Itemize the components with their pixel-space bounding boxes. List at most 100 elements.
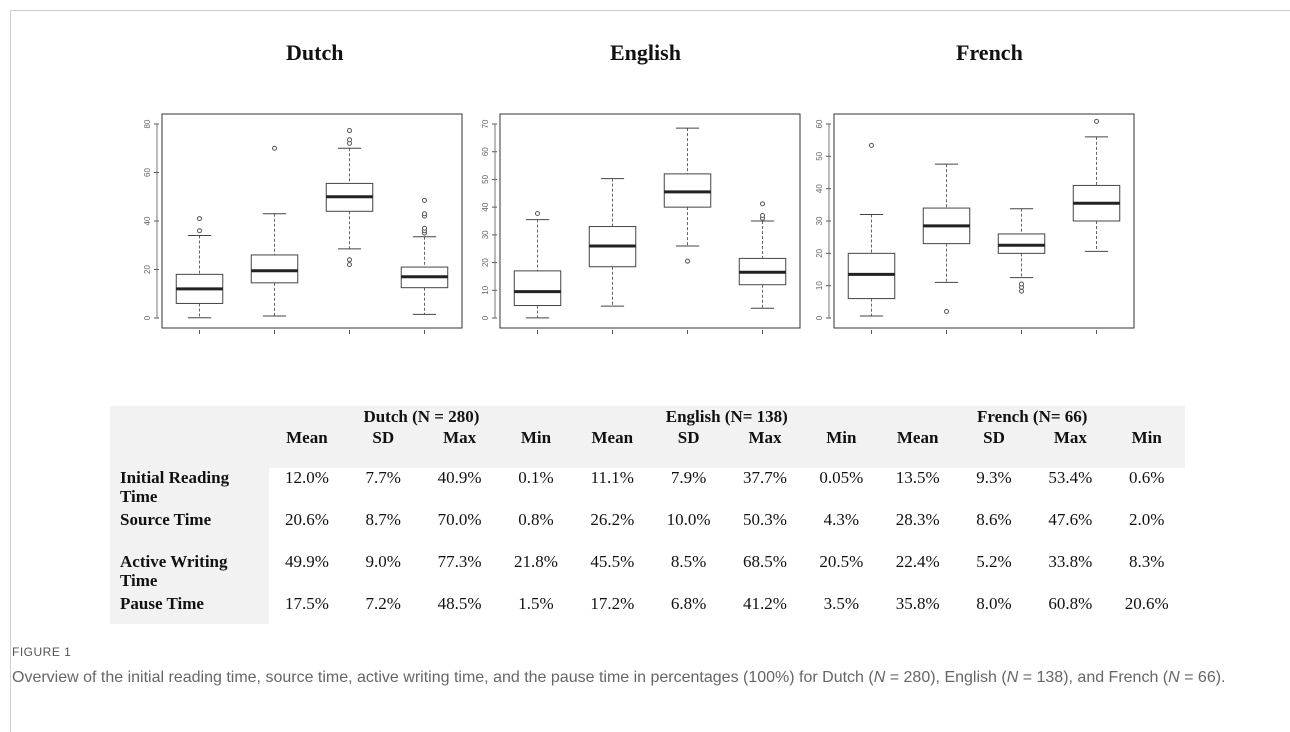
outlier-point [422,225,427,231]
table-cell: 28.3% [879,510,956,552]
chart-title-french: French [956,40,1023,65]
outlier-point [869,142,874,148]
summary-table: Dutch (N = 280) English (N= 138) French … [110,406,1185,624]
outlier-point [944,309,949,315]
table-cell: 7.9% [650,468,727,510]
table-cell: 40.9% [421,468,498,510]
caption-part: = 66). [1179,669,1226,686]
box-1 [175,216,224,319]
y-tick-label: 80 [143,119,152,128]
table-cell: 9.0% [345,552,422,594]
box-4 [1072,118,1121,252]
box-iqr [847,252,896,300]
column-header-sd: SD [677,428,700,447]
y-tick-label: 50 [815,151,824,160]
caption-part: = 138), and French ( [1018,669,1169,686]
table-cell: 5.2% [955,552,1033,594]
y-tick-label: 40 [481,202,490,211]
outlier-point [1019,281,1024,287]
y-tick-label: 20 [815,248,824,257]
table-cell: 11.1% [574,468,651,510]
outlier-point [347,137,352,143]
y-tick-label: 60 [143,168,152,177]
table-cell: 68.5% [726,552,804,594]
table-cell: 20.6% [1108,594,1185,624]
y-tick-label: 0 [481,315,490,320]
column-header-mean: Mean [591,428,634,447]
table-cell: 8.0% [955,594,1033,624]
box-2 [588,178,637,307]
table-cell: 9.3% [955,468,1033,510]
caption-part: = 280), English ( [885,669,1007,686]
table-cell: 48.5% [421,594,498,624]
group-header-english: English (N= 138) [665,407,788,426]
summary-table-wrapper: Dutch (N = 280) English (N= 138) French … [110,406,1185,624]
table-column-header-row: Mean SD Max Min Mean SD Max Min Mean SD Max Min [110,428,1185,468]
column-header-min: Min [520,428,552,447]
outlier-point [347,257,352,263]
box-4 [400,197,449,315]
table-cell: 53.4% [1032,468,1109,510]
caption-n-italic: N [1168,669,1180,686]
table-cell: 22.4% [879,552,956,594]
table-row: Source Time 20.6% 8.7% 70.0% 0.8% 26.2% 10.0% 5… [110,510,1185,552]
row-label: Source Time [120,510,212,529]
caption-n-italic: N [1006,669,1019,686]
box-2 [250,145,299,317]
outlier-point [272,145,277,151]
box-iqr [250,254,299,284]
table-cell: 50.3% [726,510,804,552]
outlier-point [1094,118,1099,124]
table-cell: 47.6% [1032,510,1109,552]
table-cell: 0.6% [1108,468,1185,510]
table-cell: 70.0% [421,510,498,552]
y-tick-label: 40 [143,216,152,225]
table-cell: 2.0% [1108,510,1185,552]
box-iqr [997,233,1046,254]
group-header-dutch: Dutch (N = 280) [363,407,480,426]
table-cell: 0.8% [497,510,575,552]
y-tick-label: 40 [815,184,824,193]
table-cell: 0.1% [497,468,575,510]
box-3 [663,127,712,264]
y-tick-label: 0 [815,315,824,320]
y-tick-label: 30 [481,230,490,239]
y-tick-label: 60 [481,147,490,156]
y-tick-label: 10 [481,285,490,294]
table-cell: 7.2% [345,594,422,624]
table-cell: 3.5% [803,594,880,624]
column-header-mean: Mean [896,428,939,447]
table-cell: 12.0% [268,468,346,510]
table-cell: 41.2% [726,594,804,624]
column-header-mean: Mean [286,428,328,447]
row-label: Initial Reading Time [120,468,230,506]
y-tick-label: 50 [481,174,490,183]
column-header-sd: SD [983,428,1005,447]
column-header-max: Max [748,428,782,447]
y-tick-label: 70 [481,119,490,128]
table-cell: 20.5% [803,552,880,594]
table-cell: 0.05% [803,468,880,510]
y-tick-label: 10 [815,281,824,290]
y-tick-label: 30 [815,216,824,225]
table-cell: 26.2% [574,510,651,552]
boxplot-english: 0 10 20 30 40 50 60 70 [481,113,801,334]
box-1 [513,211,562,319]
table-cell: 17.2% [574,594,651,624]
outlier-point [347,262,352,268]
outlier-point [760,201,765,207]
figure-frame [10,10,1290,732]
table-cell: 8.7% [345,510,422,552]
table-cell: 21.8% [497,552,575,594]
table-cell: 17.5% [268,594,346,624]
table-group-header-row: Dutch (N = 280) English (N= 138) French … [110,406,1185,428]
outlier-point [422,197,427,203]
table-row: Initial Reading Time 12.0% 7.7% 40.9% 0.1% 11… [110,468,1185,510]
box-4 [738,201,787,309]
boxplot-dutch: 0 20 40 60 80 [143,113,463,334]
outlier-point [535,211,540,217]
table-cell: 1.5% [497,594,575,624]
outlier-point [347,128,352,134]
caption-part: Overview of the initial reading time, so… [12,669,874,686]
table-cell: 8.3% [1108,552,1185,594]
